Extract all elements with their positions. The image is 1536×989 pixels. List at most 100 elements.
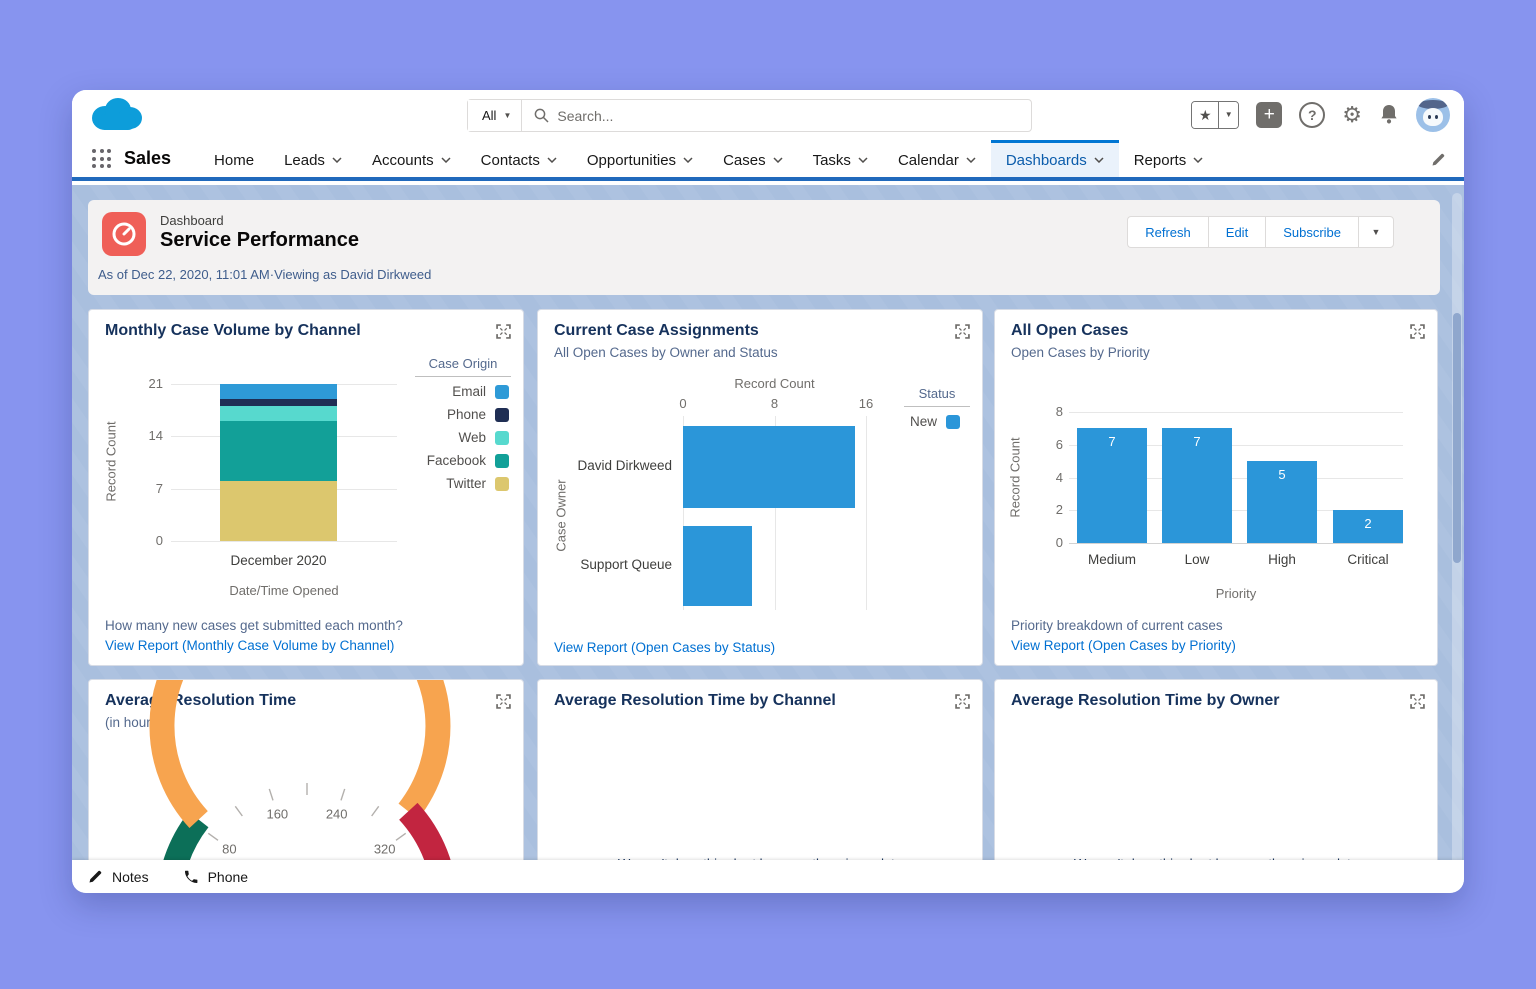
expand-icon[interactable] <box>1410 694 1425 714</box>
dashboard-actions: Refresh Edit Subscribe ▼ <box>1127 216 1394 248</box>
view-report-link[interactable]: View Report (Open Cases by Priority) <box>1011 638 1236 653</box>
stack-segment-web[interactable] <box>220 406 337 422</box>
legend-item-web[interactable]: Web <box>458 430 509 445</box>
x-tick-label: 8 <box>770 396 779 411</box>
legend-item-twitter[interactable]: Twitter <box>446 476 509 491</box>
y-axis-title: Record Count <box>103 421 119 502</box>
favorites-star-icon[interactable]: ★ <box>1192 102 1219 128</box>
nav-tabs: Home Leads Accounts Contacts Opportunities Ca… <box>199 140 1218 177</box>
legend-chip <box>946 414 961 429</box>
utility-phone-label: Phone <box>207 868 249 885</box>
edit-navigation-pencil-icon[interactable] <box>1431 152 1446 172</box>
edit-button[interactable]: Edit <box>1207 216 1266 248</box>
legend-item-phone[interactable]: Phone <box>447 407 509 422</box>
card-average-resolution-time-by-owner: Average Resolution Time by OwnerWe can't… <box>994 679 1438 879</box>
tab-label: Contacts <box>480 151 540 169</box>
x-axis-title: Record Count <box>734 376 815 391</box>
bar-low[interactable] <box>1162 428 1232 543</box>
expand-icon[interactable] <box>496 324 511 344</box>
x-category-label: Critical <box>1347 552 1389 567</box>
legend-item-facebook[interactable]: Facebook <box>427 453 509 468</box>
subscribe-button[interactable]: Subscribe <box>1265 216 1358 248</box>
expand-icon[interactable] <box>496 694 511 714</box>
utility-bar: Notes Phone <box>72 860 1464 893</box>
bar-medium[interactable] <box>1077 428 1147 543</box>
global-actions: ★ ▼ + ? ⚙ <box>1191 98 1450 132</box>
utility-notes-label: Notes <box>112 868 149 885</box>
legend-chip <box>495 453 509 468</box>
refresh-button[interactable]: Refresh <box>1127 216 1208 248</box>
tab-opportunities[interactable]: Opportunities <box>572 140 708 177</box>
utility-phone[interactable]: Phone <box>183 869 248 885</box>
expand-icon[interactable] <box>1410 324 1425 344</box>
dashboard-meta: As of Dec 22, 2020, 11:01 AM·Viewing as … <box>98 267 432 282</box>
notifications-bell-icon[interactable] <box>1379 103 1399 128</box>
favorites-dropdown-icon[interactable]: ▼ <box>1218 102 1239 128</box>
y-category-label: Support Queue <box>580 557 672 572</box>
stack-segment-twitter[interactable] <box>220 481 337 541</box>
bar-high[interactable] <box>1247 461 1317 543</box>
gauge-tick-label: 80 <box>222 842 236 857</box>
gauge-tick-label: 320 <box>374 842 396 857</box>
card-current-case-assignments: Current Case Assignments All Open Cases b… <box>537 309 983 666</box>
legend-title: Status <box>904 386 970 407</box>
tab-calendar[interactable]: Calendar <box>883 140 991 177</box>
tab-tasks[interactable]: Tasks <box>798 140 883 177</box>
scrollbar-track[interactable] <box>1452 193 1462 885</box>
gauge-tick <box>207 832 219 841</box>
tab-leads[interactable]: Leads <box>269 140 357 177</box>
legend-label: Phone <box>446 407 486 422</box>
card-average-resolution-time-by-channel: Average Resolution Time by ChannelWe can… <box>537 679 983 879</box>
tab-cases[interactable]: Cases <box>708 140 798 177</box>
hbar-david-dirkweed[interactable] <box>683 426 855 508</box>
legend-chip <box>495 476 509 491</box>
stack-segment-email[interactable] <box>220 384 337 399</box>
stack-segment-facebook[interactable] <box>220 421 337 482</box>
legend-chip <box>495 430 509 445</box>
chart-subtitle: Open Cases by Priority <box>1011 345 1150 360</box>
utility-notes[interactable]: Notes <box>88 869 149 885</box>
setup-gear-icon[interactable]: ⚙ <box>1342 102 1362 127</box>
view-report-link[interactable]: View Report (Open Cases by Status) <box>554 640 776 655</box>
more-actions-dropdown-button[interactable]: ▼ <box>1358 216 1394 248</box>
legend-item-email[interactable]: Email <box>452 384 509 399</box>
chevron-down-icon <box>858 157 868 163</box>
expand-icon[interactable] <box>955 324 970 344</box>
avatar[interactable] <box>1416 98 1450 132</box>
chart-subtitle: (in hours) <box>105 715 163 730</box>
gridline <box>866 416 867 610</box>
tab-dashboards[interactable]: Dashboards <box>990 140 1119 177</box>
y-tick-label: 4 <box>1055 469 1063 485</box>
help-icon[interactable]: ? <box>1299 102 1326 128</box>
x-axis-title: Date/Time Opened <box>229 583 339 598</box>
view-report-link[interactable]: View Report (Monthly Case Volume by Chan… <box>105 638 395 653</box>
legend-item-new[interactable]: New <box>910 414 961 429</box>
page-title: Service Performance <box>160 229 360 251</box>
global-add-icon[interactable]: + <box>1256 102 1283 128</box>
tab-accounts[interactable]: Accounts <box>357 140 466 177</box>
bar-critical[interactable] <box>1333 510 1403 543</box>
tab-home[interactable]: Home <box>199 140 269 177</box>
search-scope-button[interactable]: All ▼ <box>468 100 523 131</box>
stack-segment-phone[interactable] <box>220 398 337 407</box>
hbar-support-queue[interactable] <box>683 526 752 606</box>
gridline <box>683 416 684 610</box>
gauge-tick <box>395 832 407 841</box>
gauge-segment <box>159 811 209 878</box>
dashboard-header: Dashboard Service Performance As of Dec … <box>88 200 1440 295</box>
scrollbar-thumb[interactable] <box>1453 313 1461 563</box>
record-type-label: Dashboard <box>160 213 224 228</box>
bar-value-label: 7 <box>1193 434 1201 450</box>
tab-contacts[interactable]: Contacts <box>466 140 572 177</box>
legend-label: Email <box>452 384 486 399</box>
global-search: All ▼ <box>467 99 1032 132</box>
tab-reports[interactable]: Reports <box>1119 140 1219 177</box>
gauge-chart[interactable]: 80 160 240 320 <box>89 680 524 879</box>
expand-icon[interactable] <box>955 694 970 714</box>
chevron-down-icon <box>332 157 342 163</box>
search-input[interactable] <box>557 107 1019 124</box>
salesforce-logo-icon[interactable] <box>86 94 146 136</box>
app-launcher-icon[interactable] <box>92 149 112 169</box>
tab-label: Home <box>214 151 255 169</box>
